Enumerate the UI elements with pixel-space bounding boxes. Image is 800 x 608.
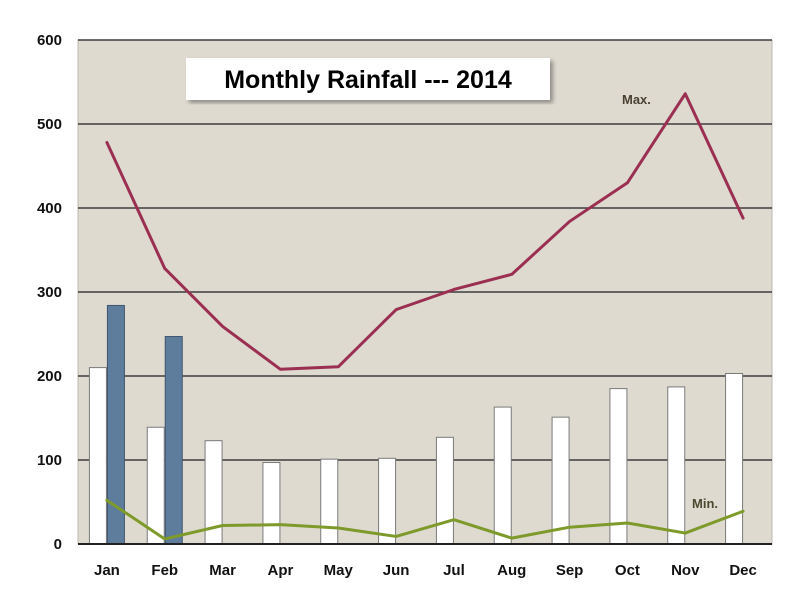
series-lines (105, 92, 745, 541)
line-min (105, 498, 745, 541)
x-tick-label: Jul (443, 562, 465, 579)
x-tick-label: Feb (151, 562, 178, 579)
x-tick-label: Apr (267, 562, 293, 579)
x-tick-label: Sep (556, 562, 584, 579)
y-tick-label: 100 (37, 452, 62, 469)
bar-white-series (435, 436, 454, 545)
axes: 0 100 200 300 400 500 600 Jan Feb Mar Apr May Jun Jul… (37, 32, 772, 579)
x-tick-label: May (324, 562, 354, 579)
y-tick-label: 500 (37, 116, 62, 133)
title-background (186, 58, 550, 100)
x-tick-label: Oct (615, 562, 640, 579)
x-tick-label: Jun (383, 562, 410, 579)
bar-white-series (609, 388, 628, 545)
bar-white-series (493, 406, 512, 545)
x-tick-label: Nov (671, 562, 700, 579)
y-tick-label: 0 (54, 536, 62, 553)
chart-title: Monthly Rainfall --- 2014 (224, 66, 512, 94)
gridlines (78, 39, 772, 461)
bar-white-series (262, 462, 281, 545)
bars (88, 304, 744, 545)
y-tick-label: 600 (37, 32, 62, 49)
bar-white-series (146, 426, 165, 545)
bar-white-series (320, 458, 339, 545)
line-max (105, 92, 745, 371)
x-tick-label: Aug (497, 562, 526, 579)
y-tick-label: 400 (37, 200, 62, 217)
bar-white-series (88, 367, 107, 545)
x-tick-label: Dec (729, 562, 757, 579)
bar-blue-series (106, 304, 125, 545)
x-tick-label: Jan (94, 562, 120, 579)
max-series-label: Max. (622, 92, 651, 107)
bar-white-series (378, 457, 397, 545)
bar-blue-series (164, 336, 183, 545)
min-series-label: Min. (692, 496, 718, 511)
title-box: Monthly Rainfall --- 2014 (186, 58, 550, 100)
y-tick-label: 300 (37, 284, 62, 301)
y-tick-label: 200 (37, 368, 62, 385)
bar-white-series (667, 386, 686, 545)
bar-white-series (551, 416, 570, 545)
x-tick-label: Mar (209, 562, 236, 579)
